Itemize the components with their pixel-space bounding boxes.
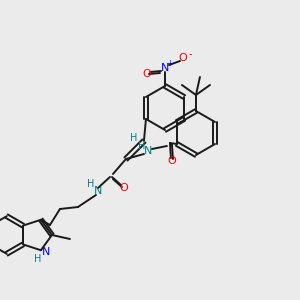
- Text: O: O: [142, 69, 152, 79]
- Text: H: H: [87, 179, 94, 189]
- Text: N: N: [94, 186, 102, 196]
- Text: +: +: [166, 59, 173, 68]
- Text: N: N: [161, 63, 169, 73]
- Text: O: O: [168, 156, 176, 166]
- Text: N: N: [144, 146, 152, 156]
- Text: O: O: [120, 183, 128, 193]
- Text: H: H: [34, 254, 42, 264]
- Text: H: H: [138, 141, 146, 151]
- Text: H: H: [130, 133, 138, 143]
- Text: O: O: [178, 53, 188, 63]
- Text: -: -: [188, 49, 192, 59]
- Text: N: N: [42, 247, 50, 257]
